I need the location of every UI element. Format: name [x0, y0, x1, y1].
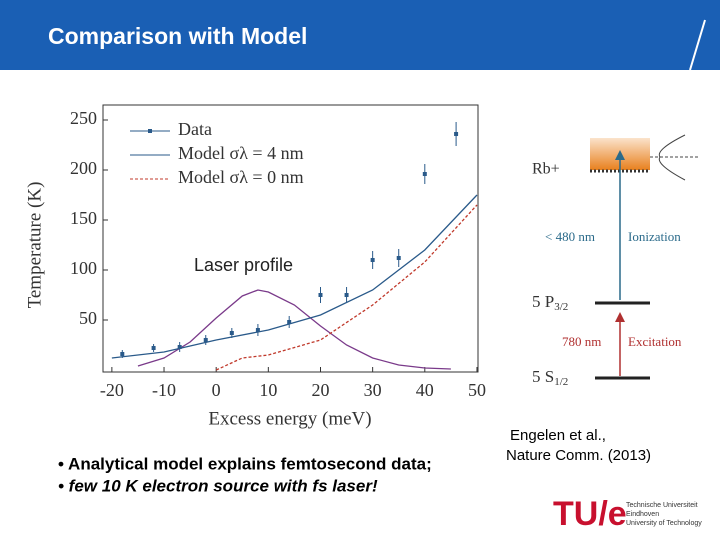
state-sub: 3/2 [554, 301, 568, 313]
arrowhead [615, 312, 625, 322]
plot-frame [102, 104, 479, 373]
header-slash [689, 19, 706, 71]
exc-process: Excitation [628, 334, 682, 349]
citation: Nature Comm. (2013) [506, 447, 651, 464]
y-axis-label: Temperature (K) [24, 182, 45, 309]
x-tick-label: 30 [364, 380, 382, 400]
data-point [229, 331, 234, 335]
x-tick-label: 20 [311, 380, 329, 400]
y-tick-label: 50 [79, 308, 97, 328]
ion-wavelength: < 480 nm [545, 229, 595, 244]
state-sub: 1/2 [554, 376, 568, 388]
exc-wavelength: 780 nm [562, 334, 601, 349]
x-tick-label: 50 [468, 380, 486, 400]
p-state: 5 P3/2 [532, 292, 568, 313]
data-point [151, 346, 156, 350]
s-state: 5 S1/2 [532, 367, 568, 388]
x-tick-label: -10 [152, 380, 176, 400]
header-band [0, 0, 720, 70]
data-point [120, 352, 125, 356]
legend-label: Model σλ = 0 nm [178, 167, 304, 187]
data-point [344, 293, 349, 297]
y-tick-label: 200 [70, 158, 97, 178]
data-point [422, 172, 427, 176]
data-point [318, 293, 323, 297]
data-point [454, 132, 459, 136]
data-point [287, 320, 292, 324]
legend-dot [148, 129, 152, 133]
ion-label: Rb+ [532, 161, 560, 178]
data-point [177, 345, 182, 349]
data-point [203, 338, 208, 342]
ion-process: Ionization [628, 229, 681, 244]
y-tick-label: 100 [70, 258, 97, 278]
logo-text: Eindhoven [626, 511, 659, 518]
x-tick-label: 10 [259, 380, 277, 400]
profile-label: Laser profile [194, 255, 293, 275]
y-tick-label: 250 [70, 108, 97, 128]
data-point [370, 258, 375, 262]
bullet: • Analytical model explains femtosecond … [58, 454, 432, 473]
state-base: 5 S [532, 367, 554, 386]
legend-label: Data [178, 119, 212, 139]
logo-mark: TU/e [553, 495, 627, 533]
slide-title: Comparison with Model [48, 23, 307, 49]
data-point [396, 256, 401, 260]
model-line [111, 194, 478, 359]
x-axis-label: Excess energy (meV) [208, 408, 371, 429]
y-tick-label: 150 [70, 208, 97, 228]
arrowhead [615, 150, 625, 160]
logo-text: Technische Universiteit [626, 502, 698, 509]
x-tick-label: 40 [416, 380, 434, 400]
data-point [255, 328, 260, 332]
logo-text: University of Technology [626, 520, 702, 527]
laser-profile [137, 289, 451, 370]
bullet: • few 10 K electron source with fs laser… [58, 476, 378, 495]
x-tick-label: 0 [212, 380, 221, 400]
citation: Engelen et al., [510, 427, 606, 444]
legend-label: Model σλ = 4 nm [178, 143, 304, 163]
state-base: 5 P [532, 292, 554, 311]
x-tick-label: -20 [100, 380, 124, 400]
